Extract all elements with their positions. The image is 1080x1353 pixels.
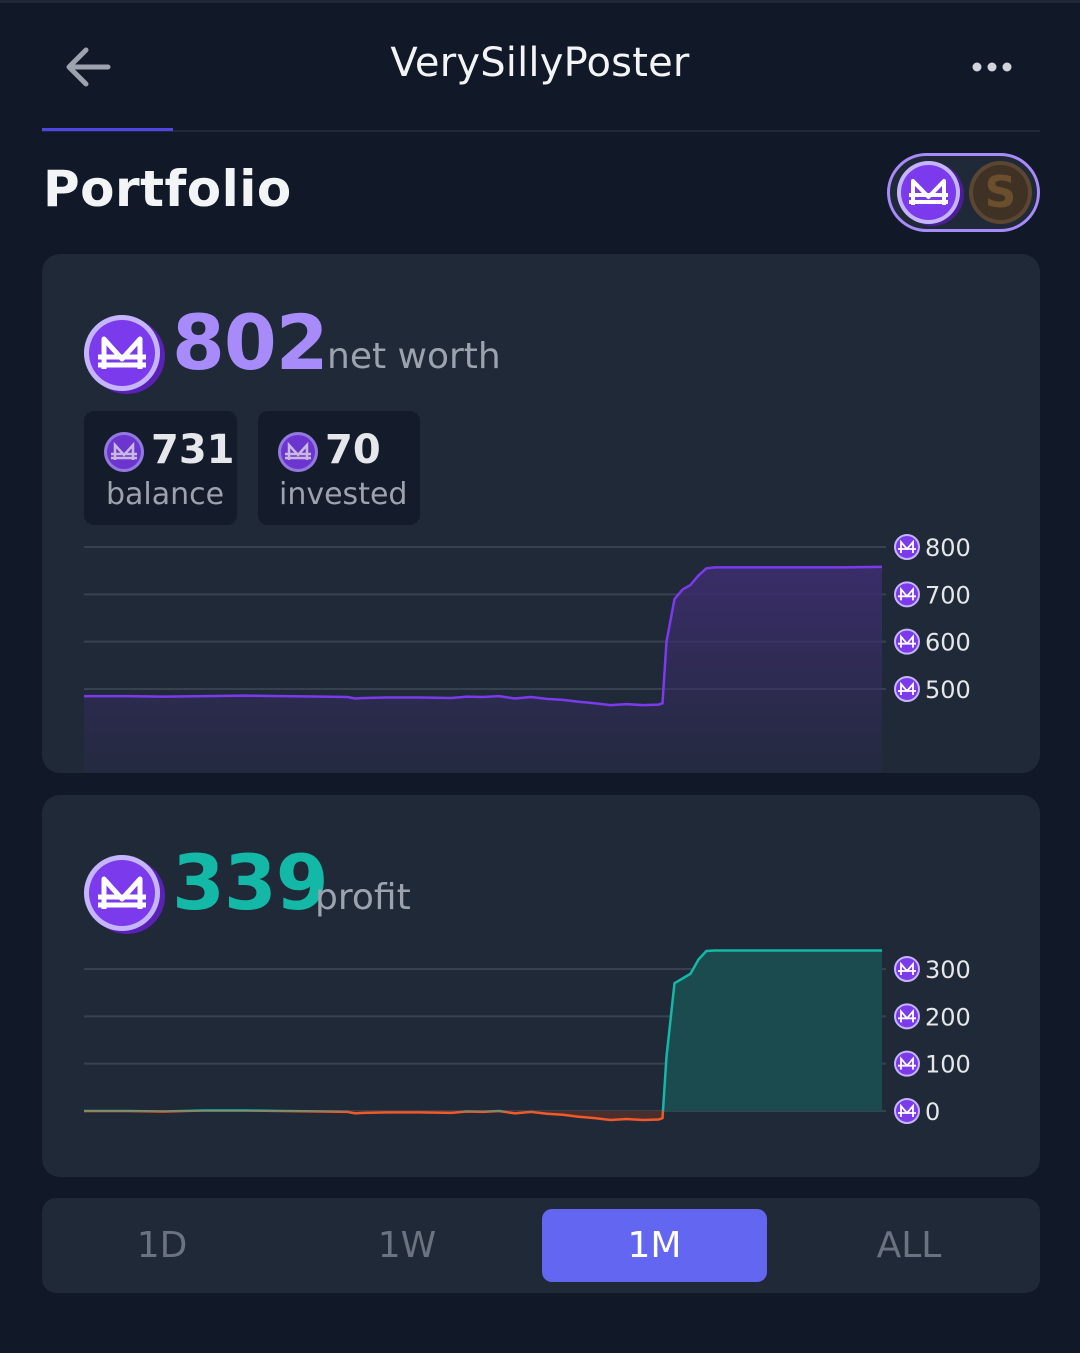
y-tick-label: 200 xyxy=(925,1003,971,1031)
mana-coin-icon xyxy=(909,179,948,205)
tab-active-indicator xyxy=(42,128,173,131)
invested-value: 70 xyxy=(325,427,381,473)
mana-coin-icon xyxy=(278,432,318,472)
y-tick-label: 800 xyxy=(925,534,971,562)
currency-toggle[interactable]: S xyxy=(887,153,1040,232)
more-horizontal-icon xyxy=(972,62,1012,72)
period-1m-button[interactable]: 1M xyxy=(542,1209,767,1282)
net-worth-chart[interactable]: 800 700 600 500 xyxy=(42,254,1040,773)
chart-area-fill-positive xyxy=(84,950,882,1111)
net-worth-value: 802 xyxy=(172,298,329,387)
balance-value: 731 xyxy=(151,427,235,473)
mana-toggle-option[interactable] xyxy=(897,161,960,224)
chart-series-line-negative xyxy=(84,1111,665,1122)
mana-coin-icon xyxy=(84,315,160,391)
period-selector: 1D 1W 1M ALL xyxy=(42,1198,1040,1293)
mana-coin-icon xyxy=(894,1003,920,1030)
y-tick-label: 700 xyxy=(925,581,971,609)
balance-stat: 731 balance xyxy=(84,411,237,525)
more-options-button[interactable] xyxy=(962,50,1022,84)
mana-coin-icon xyxy=(894,676,920,702)
period-1w-button[interactable]: 1W xyxy=(377,1225,437,1266)
mana-coin-icon xyxy=(894,628,920,655)
tab-bar-divider xyxy=(42,130,1040,132)
y-tick-label: 300 xyxy=(925,956,971,984)
profit-value: 339 xyxy=(172,838,329,927)
profit-chart[interactable]: 300 200 100 0 xyxy=(42,795,1040,1177)
y-tick-label: 600 xyxy=(925,629,971,657)
chart-series-line-positive xyxy=(84,949,882,1111)
y-tick-label: 500 xyxy=(925,676,971,704)
net-worth-label: net worth xyxy=(327,336,501,377)
mana-coin-icon xyxy=(84,855,160,931)
balance-label: balance xyxy=(106,477,225,512)
y-tick-label: 100 xyxy=(925,1051,971,1079)
portfolio-heading: Portfolio xyxy=(43,160,292,218)
cash-toggle-option[interactable]: S xyxy=(969,161,1032,224)
chart-area-fill xyxy=(84,566,882,773)
mana-coin-icon xyxy=(894,1098,920,1124)
invested-stat: 70 invested xyxy=(258,411,420,525)
mana-coin-icon xyxy=(894,956,920,982)
period-1d-button[interactable]: 1D xyxy=(136,1225,188,1266)
cash-coin-icon: S xyxy=(984,167,1017,218)
period-all-button[interactable]: ALL xyxy=(876,1225,942,1266)
mana-coin-icon xyxy=(894,581,920,608)
arrow-left-icon xyxy=(66,47,111,87)
back-button[interactable] xyxy=(60,40,120,95)
net-worth-card: 802 net worth 731 balance 70 invested 80… xyxy=(42,254,1040,773)
profit-card: 339 profit 300 200 100 0 xyxy=(42,795,1040,1177)
invested-label: invested xyxy=(279,477,408,512)
profit-label: profit xyxy=(315,877,411,918)
mana-coin-icon xyxy=(894,1050,920,1077)
chart-series-line xyxy=(84,565,883,707)
page-title: VerySillyPoster xyxy=(390,40,690,86)
top-divider xyxy=(0,0,1080,3)
mana-coin-icon xyxy=(104,432,144,472)
mana-coin-icon xyxy=(894,534,920,560)
y-tick-label: 0 xyxy=(925,1098,940,1126)
